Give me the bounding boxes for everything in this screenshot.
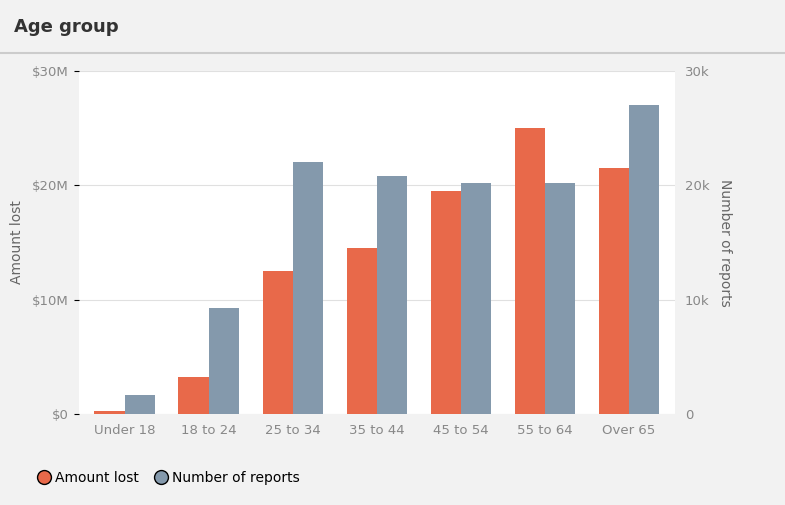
Y-axis label: Number of reports: Number of reports: [717, 179, 732, 306]
Bar: [94, 411, 125, 414]
Bar: [461, 183, 491, 414]
Bar: [377, 176, 407, 414]
Bar: [125, 394, 155, 414]
Legend: Amount lost, Number of reports: Amount lost, Number of reports: [38, 472, 300, 485]
Bar: [599, 168, 629, 414]
Bar: [545, 183, 575, 414]
Bar: [293, 162, 323, 414]
Y-axis label: Amount lost: Amount lost: [9, 200, 24, 284]
Bar: [346, 248, 377, 414]
Bar: [178, 377, 209, 414]
Bar: [262, 271, 293, 414]
Text: Age group: Age group: [14, 18, 119, 36]
Bar: [431, 191, 461, 414]
Bar: [629, 105, 659, 414]
Bar: [209, 308, 239, 414]
Bar: [515, 128, 545, 414]
